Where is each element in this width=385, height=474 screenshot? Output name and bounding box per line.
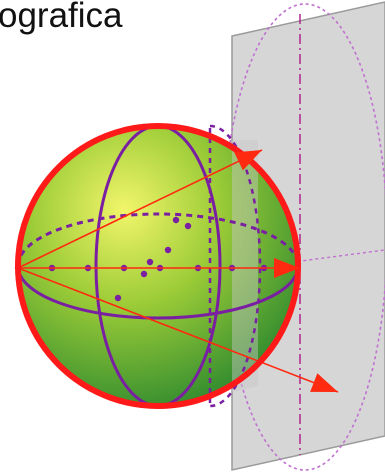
projection-rays (17, 149, 339, 393)
meridian-front-right (157, 124, 222, 408)
point-12 (114, 294, 122, 302)
point-13 (184, 222, 192, 230)
equator-front (16, 265, 300, 320)
arrow-head-2 (274, 258, 300, 278)
projection-ray-3 (17, 267, 339, 393)
arrow-heads (234, 150, 338, 392)
projection-ray-1 (17, 149, 263, 269)
arrow-head-3 (310, 373, 338, 392)
plane-overlap-shade (232, 140, 258, 392)
equator-back (16, 212, 300, 267)
meridian-front (94, 124, 159, 408)
point-11 (146, 258, 154, 266)
figure-caption: ografica (0, 0, 123, 35)
point-5 (140, 270, 148, 278)
point-10 (164, 246, 172, 254)
arrow-head-1 (234, 150, 262, 171)
point-14 (172, 216, 180, 224)
sphere-outline (15, 123, 301, 409)
